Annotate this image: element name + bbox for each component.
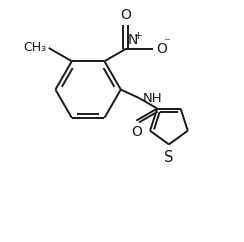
Text: NH: NH — [142, 92, 162, 105]
Text: O: O — [120, 8, 131, 22]
Text: O: O — [156, 42, 167, 56]
Text: N: N — [127, 33, 138, 47]
Text: O: O — [131, 125, 142, 139]
Text: ⁻: ⁻ — [163, 37, 170, 50]
Text: CH₃: CH₃ — [23, 41, 46, 54]
Text: S: S — [164, 151, 173, 166]
Text: +: + — [134, 31, 143, 41]
